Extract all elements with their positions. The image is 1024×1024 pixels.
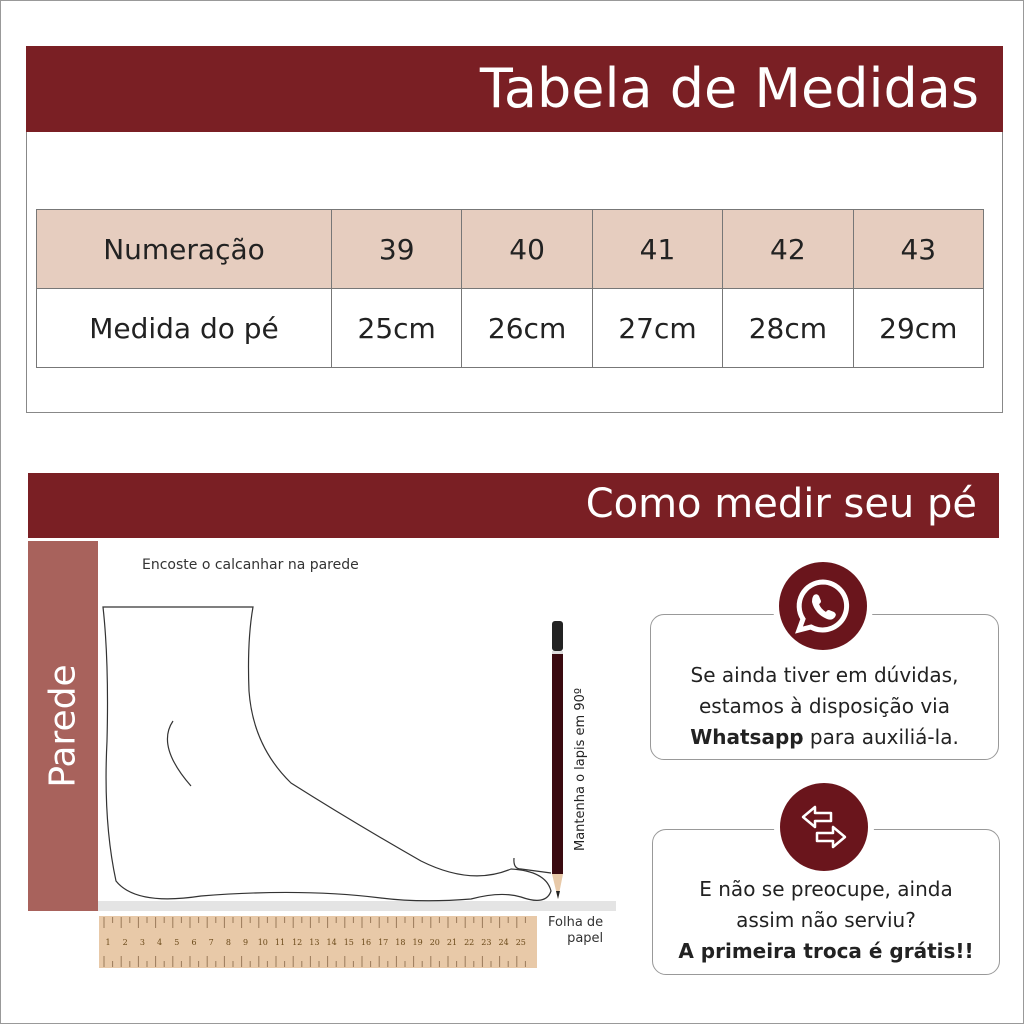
- ruler-number: 15: [344, 938, 354, 947]
- ruler-number: 16: [361, 938, 371, 947]
- ruler-number: 24: [499, 938, 509, 947]
- ruler-number: 23: [481, 938, 491, 947]
- ruler-number: 11: [275, 938, 285, 947]
- exchange-line3: A primeira troca é grátis!!: [678, 939, 974, 963]
- measure-cell: 28cm: [722, 288, 854, 368]
- ruler-number: 14: [327, 938, 337, 947]
- ruler-number: 5: [174, 938, 179, 947]
- measure-cell: 26cm: [461, 288, 593, 368]
- ruler-number: 9: [243, 938, 248, 947]
- ruler-number: 2: [123, 938, 128, 947]
- size-cell: 42: [722, 209, 854, 289]
- ruler-number: 21: [447, 938, 457, 947]
- measure-cell: 25cm: [330, 288, 463, 368]
- whatsapp-line2: estamos à disposição via: [698, 694, 950, 718]
- whatsapp-link[interactable]: Whatsapp: [690, 725, 804, 749]
- ruler-number: 20: [430, 938, 440, 947]
- ruler-number: 10: [258, 938, 268, 947]
- row-value-label: Medida do pé: [36, 288, 332, 368]
- exchange-line2: assim não serviu?: [736, 908, 916, 932]
- paper-label-1: Folha de: [548, 915, 604, 930]
- paper-label-2: papel: [567, 931, 604, 946]
- ruler-number: 12: [292, 938, 302, 947]
- ruler-number: 13: [309, 938, 319, 947]
- size-cell: 41: [591, 209, 724, 289]
- pencil-instruction: Mantenha o lapis em 90º: [573, 688, 588, 851]
- ruler-number: 25: [516, 938, 526, 947]
- ruler-number: 19: [413, 938, 423, 947]
- ruler-number: 17: [378, 938, 388, 947]
- ruler-number: 4: [157, 938, 162, 947]
- exchange-arrows-icon: [774, 777, 874, 877]
- exchange-line1: E não se preocupe, ainda: [699, 877, 953, 901]
- ruler-number: 3: [140, 938, 145, 947]
- ruler-number: 1: [105, 938, 110, 947]
- ruler-number: 22: [464, 938, 474, 947]
- foot-outline: [102, 606, 552, 902]
- size-cell: 39: [330, 209, 463, 289]
- size-table-title: Tabela de Medidas: [479, 57, 979, 120]
- size-table-title-bar: Tabela de Medidas: [26, 46, 1003, 132]
- size-table: 39 40 41 42 43 25cm 26cm 27cm 28cm 29cm: [330, 209, 985, 368]
- size-cell: 40: [461, 209, 593, 289]
- whatsapp-line1: Se ainda tiver em dúvidas,: [690, 663, 959, 687]
- whatsapp-icon[interactable]: [773, 556, 873, 656]
- ruler-number: 8: [226, 938, 231, 947]
- measure-cell: 29cm: [852, 288, 985, 368]
- ruler-icon: [99, 916, 537, 968]
- wall: Parede: [28, 541, 98, 911]
- paper-sheet: [98, 901, 616, 911]
- ruler-number: 6: [191, 938, 196, 947]
- how-to-title-bar: Como medir seu pé: [28, 473, 999, 538]
- toenail: [513, 857, 552, 874]
- how-to-title: Como medir seu pé: [585, 481, 977, 527]
- ruler-number: 18: [395, 938, 405, 947]
- whatsapp-line3: para auxiliá-la.: [803, 725, 959, 749]
- size-cell: 43: [852, 209, 985, 289]
- size-label-column: Numeração Medida do pé: [36, 209, 332, 368]
- measure-cell: 27cm: [591, 288, 724, 368]
- pencil-icon: [552, 621, 563, 899]
- heel-instruction: Encoste o calcanhar na parede: [142, 557, 359, 573]
- ruler-number: 7: [209, 938, 214, 947]
- ankle-line: [166, 720, 192, 787]
